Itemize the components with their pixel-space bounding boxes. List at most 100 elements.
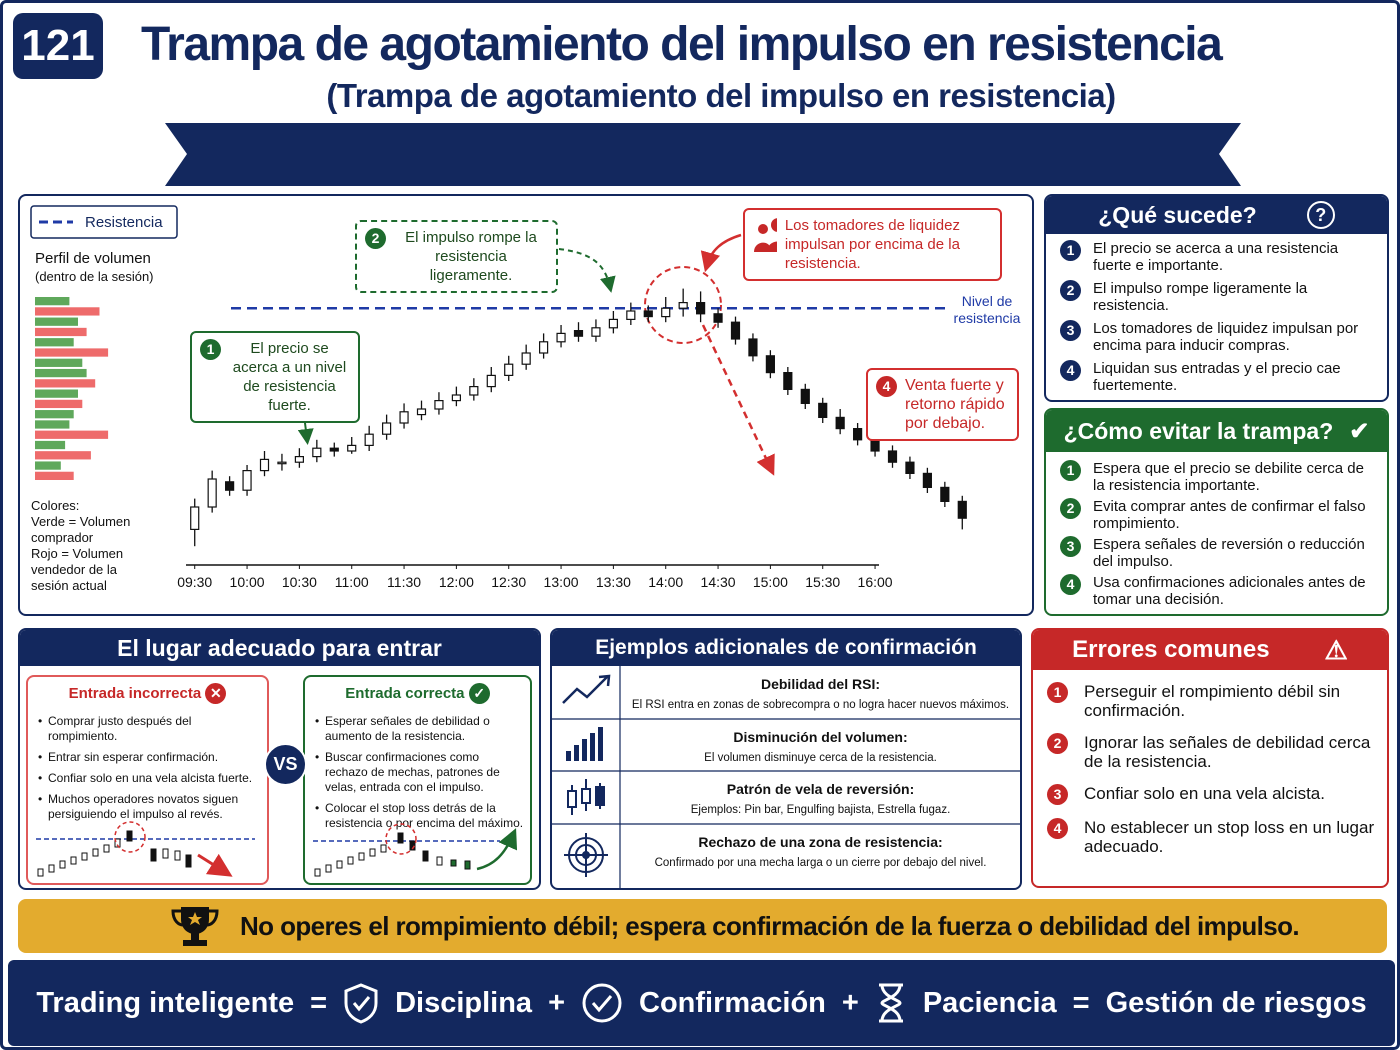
footer-text: Gestión de riesgos — [1105, 986, 1367, 1019]
list: Comprar justo después del rompimiento. En… — [28, 714, 267, 822]
example-title: Rechazo de una zona de resistencia: — [698, 833, 943, 850]
list: 1 Perseguir el rompimiento débil sin conf… — [1033, 670, 1387, 856]
footer-text: Trading inteligente — [36, 986, 295, 1019]
list-item: 1 Perseguir el rompimiento débil sin conf… — [1047, 682, 1379, 720]
item-number: 1 — [1060, 240, 1081, 261]
bullet-item: Comprar justo después del rompimiento. — [36, 714, 261, 744]
callout-text: El precio se acerca a un nivel de resist… — [232, 340, 347, 414]
vs-badge: VS — [264, 743, 307, 786]
que-sucede-panel: ¿Qué sucede?? 1 El precio se acerca a una… — [1044, 194, 1389, 402]
item-text: Ignorar las señales de debilidad cerca d… — [1084, 733, 1371, 771]
errores-panel: Errores comunes ⚠ 1 Perseguir el rompimien… — [1031, 628, 1389, 888]
callout-number: 2 — [365, 228, 386, 249]
tip-bar: No operes el rompimiento débil; espera c… — [18, 899, 1387, 953]
item-number: 3 — [1047, 784, 1068, 805]
example-title: Patrón de vela de reversión: — [726, 781, 915, 797]
footer-operator: + — [548, 986, 565, 1019]
list-item: 3 Confiar solo en una vela alcista. — [1047, 784, 1379, 805]
item-number: 3 — [1060, 536, 1081, 557]
list-item: 2 El impulso rompe ligeramente la resiste… — [1060, 280, 1379, 314]
list-item: 4 No establecer un stop loss en un lugar … — [1047, 818, 1379, 856]
callout: 1 El precio se acerca a un nivel de resis… — [190, 331, 360, 423]
panel-header: El lugar adecuado para entrar — [20, 630, 539, 666]
item-text: Liquidan sus entradas y el precio cae fu… — [1093, 360, 1341, 394]
title: Trampa de agotamiento del impulso en res… — [141, 18, 1223, 71]
item-text: Usa confirmaciones adicionales antes de … — [1093, 574, 1366, 608]
example: Debilidad del RSI: El RSI entra en zonas … — [623, 676, 1018, 713]
list-item: 4 Usa confirmaciones adicionales antes de… — [1060, 574, 1379, 608]
item-text: Espera señales de reversión o reducción … — [1093, 536, 1365, 570]
list: 1 El precio se acerca a una resistencia f… — [1046, 234, 1387, 394]
panel-title: Errores comunes — [1072, 636, 1270, 663]
item-number: 4 — [1060, 360, 1081, 381]
list-item: 4 Liquidan sus entradas y el precio cae f… — [1060, 360, 1379, 394]
volume-subtitle: (dentro de la sesión) — [35, 269, 154, 284]
footer-text: Paciencia — [922, 986, 1057, 1019]
callout-text: El impulso rompe la resistencia ligerame… — [405, 229, 537, 284]
callout: 2 El impulso rompe la resistencia ligeram… — [355, 220, 558, 293]
bullet-item: Entrar sin esperar confirmación. — [36, 750, 261, 765]
callout-number: 4 — [876, 376, 897, 397]
incorrect-box: Entrada incorrecta ✕ Comprar justo despu… — [26, 675, 269, 885]
example-title: Debilidad del RSI: — [760, 676, 880, 692]
example-text: Confirmado por una mecha larga o un cier… — [654, 856, 987, 869]
example: Disminución del volumen: El volumen dismi… — [623, 729, 1018, 766]
bullet-item: Buscar confirmaciones como rechazo de me… — [313, 750, 524, 795]
item-text: Los tomadores de liquidez impulsan por e… — [1093, 320, 1359, 354]
bullet-item: Esperar señales de debilidad o aumento d… — [313, 714, 524, 744]
volume-title: Perfil de volumen — [35, 250, 151, 267]
note: Colores: — [31, 498, 80, 513]
shield-icon — [344, 983, 378, 1024]
icon: ✔ — [1349, 417, 1370, 445]
panel-title: ¿Qué sucede? — [1098, 201, 1257, 228]
callout-text: Venta fuerte y retorno rápido por debajo… — [905, 377, 1005, 432]
footer-operator: + — [841, 986, 859, 1019]
box-title: Entrada correcta ✓ — [305, 683, 530, 704]
callout-text: Los tomadores de liquidez impulsan por e… — [784, 217, 960, 272]
bullet-item: Confiar solo en una vela alcista fuerte. — [36, 771, 261, 786]
footer-text: Disciplina — [395, 986, 533, 1019]
list-item: 3 Los tomadores de liquidez impulsan por … — [1060, 320, 1379, 354]
item-number: 1 — [1047, 682, 1068, 703]
example: Patrón de vela de reversión: Ejemplos: Pi… — [623, 781, 1018, 818]
tip-text: No operes el rompimiento débil; espera c… — [240, 910, 1300, 941]
list: Esperar señales de debilidad o aumento d… — [305, 714, 530, 831]
example: Rechazo de una zona de resistencia: Confi… — [623, 834, 1018, 871]
note: Rojo = Volumen vendedor de la sesión act… — [31, 546, 124, 593]
note: Verde = Volumen comprador — [31, 514, 131, 545]
ejemplos-panel: Ejemplos adicionales de confirmación — [550, 628, 1022, 890]
item-text: El impulso rompe ligeramente la resisten… — [1093, 280, 1308, 314]
item-number: 2 — [1060, 280, 1081, 301]
box-title-text: Entrada incorrecta — [68, 685, 202, 702]
resistance-label: Nivel de resistencia — [953, 293, 1021, 326]
item-number: 3 — [1060, 320, 1081, 341]
example-text: El RSI entra en zonas de sobrecompra o n… — [631, 699, 1010, 711]
panel-title: Ejemplos adicionales de confirmación — [595, 636, 977, 659]
icon: ⚠ — [1324, 634, 1348, 665]
item-number: 4 — [1060, 574, 1081, 595]
item-text: Perseguir el rompimiento débil sin confi… — [1084, 682, 1341, 720]
panel-header: Ejemplos adicionales de confirmación — [552, 630, 1020, 666]
icon: ✓ — [468, 683, 490, 704]
footer: Trading inteligente = Disciplina + Confi… — [8, 960, 1395, 1046]
list-item: 2 Ignorar las señales de debilidad cerca … — [1047, 733, 1379, 771]
bullet-item: Colocar el stop loss detrás de la resist… — [313, 801, 524, 831]
callout: 4 Venta fuerte y retorno rápido por debaj… — [866, 368, 1019, 441]
color-notes: Colores: Verde = Volumen comprador Rojo … — [31, 498, 153, 594]
item-number: 1 — [1060, 460, 1081, 481]
bullet-item: Muchos operadores novatos siguen persigu… — [36, 792, 261, 822]
footer-operator: = — [1072, 986, 1090, 1019]
footer-operator: = — [310, 986, 328, 1019]
example-title: Disminución del volumen: — [733, 728, 908, 745]
check-icon — [582, 983, 622, 1023]
badge: 121 — [13, 13, 103, 79]
icon: ✕ — [205, 683, 227, 704]
ribbon — [165, 123, 1241, 186]
legend-label: Resistencia — [85, 214, 163, 231]
icon: ? — [1306, 201, 1335, 229]
callout: Los tomadores de liquidez impulsan por e… — [743, 208, 1002, 281]
correct-box: Entrada correcta ✓ Esperar señales de de… — [303, 675, 532, 885]
list-item: 1 Espera que el precio se debilite cerca … — [1060, 460, 1379, 494]
panel-header: Errores comunes ⚠ — [1033, 630, 1387, 670]
